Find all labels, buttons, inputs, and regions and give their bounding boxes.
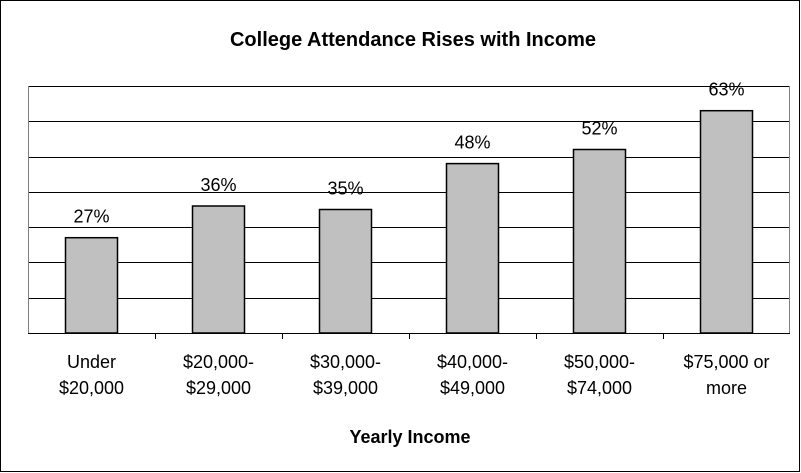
x-tick-label: $50,000- bbox=[564, 352, 635, 372]
bar bbox=[64, 236, 119, 334]
x-tick-label: $29,000 bbox=[186, 378, 251, 398]
data-label: 63% bbox=[708, 80, 744, 100]
x-axis-title: Yearly Income bbox=[349, 427, 470, 447]
bars bbox=[64, 109, 754, 334]
x-tick-label: $20,000 bbox=[59, 378, 124, 398]
bar bbox=[191, 205, 246, 334]
x-tick-label: $75,000 or bbox=[683, 352, 769, 372]
x-tick-label: $20,000- bbox=[183, 352, 254, 372]
data-label: 48% bbox=[454, 133, 490, 153]
bar bbox=[572, 148, 627, 334]
chart-title: College Attendance Rises with Income bbox=[230, 29, 596, 51]
x-tick-labels: Under $20,000 $20,000- $29,000 $30,000- $39,0… bbox=[59, 352, 770, 398]
bar bbox=[318, 208, 373, 334]
x-tick-label: $40,000- bbox=[437, 352, 508, 372]
x-tick-label: Under bbox=[67, 352, 116, 372]
gridlines bbox=[28, 86, 790, 339]
data-labels: 27% 36% 35% 48% 52% 63% bbox=[73, 80, 744, 227]
data-label: 36% bbox=[200, 175, 236, 195]
data-label: 35% bbox=[327, 179, 363, 199]
x-tick-label: $74,000 bbox=[567, 378, 632, 398]
x-tick-label: $49,000 bbox=[440, 378, 505, 398]
bar bbox=[699, 109, 754, 334]
data-label: 52% bbox=[581, 119, 617, 139]
x-tick-label: $30,000- bbox=[310, 352, 381, 372]
bar bbox=[445, 162, 500, 334]
x-tick-label: more bbox=[706, 378, 747, 398]
x-tick-label: $39,000 bbox=[313, 378, 378, 398]
data-label: 27% bbox=[73, 207, 109, 227]
